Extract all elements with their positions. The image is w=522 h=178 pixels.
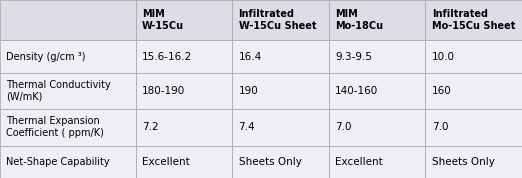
Text: Excellent: Excellent — [142, 157, 189, 167]
Bar — [329, 73, 425, 109]
Text: 140-160: 140-160 — [335, 86, 378, 96]
Text: 9.3-9.5: 9.3-9.5 — [335, 51, 372, 62]
Bar — [136, 0, 232, 40]
Bar — [425, 109, 522, 146]
Text: 15.6-16.2: 15.6-16.2 — [142, 51, 192, 62]
Bar — [329, 0, 425, 40]
Bar — [425, 40, 522, 73]
Bar — [136, 146, 232, 178]
Text: Infiltrated
Mo-15Cu Sheet: Infiltrated Mo-15Cu Sheet — [432, 9, 515, 31]
Bar — [425, 146, 522, 178]
Text: 160: 160 — [432, 86, 452, 96]
Bar — [425, 73, 522, 109]
Text: 10.0: 10.0 — [432, 51, 455, 62]
Text: 190: 190 — [239, 86, 258, 96]
Bar — [136, 40, 232, 73]
Text: Thermal Expansion
Coefficient ( ppm/K): Thermal Expansion Coefficient ( ppm/K) — [6, 116, 104, 138]
Bar — [232, 109, 329, 146]
Bar — [425, 0, 522, 40]
Text: Net-Shape Capability: Net-Shape Capability — [6, 157, 110, 167]
Text: Sheets Only: Sheets Only — [239, 157, 301, 167]
Text: MIM
Mo-18Cu: MIM Mo-18Cu — [335, 9, 383, 31]
Text: 16.4: 16.4 — [239, 51, 262, 62]
Text: 7.0: 7.0 — [432, 122, 448, 132]
Bar — [329, 146, 425, 178]
Text: Sheets Only: Sheets Only — [432, 157, 494, 167]
Bar — [0, 73, 136, 109]
Text: Excellent: Excellent — [335, 157, 383, 167]
Bar — [329, 109, 425, 146]
Bar — [232, 146, 329, 178]
Bar — [136, 73, 232, 109]
Bar — [232, 73, 329, 109]
Text: 7.0: 7.0 — [335, 122, 352, 132]
Text: Density (g/cm ³): Density (g/cm ³) — [6, 51, 86, 62]
Bar — [0, 146, 136, 178]
Text: 7.2: 7.2 — [142, 122, 159, 132]
Text: 180-190: 180-190 — [142, 86, 185, 96]
Bar — [232, 40, 329, 73]
Text: 7.4: 7.4 — [239, 122, 255, 132]
Text: Thermal Conductivity
(W/mK): Thermal Conductivity (W/mK) — [6, 80, 111, 102]
Text: Infiltrated
W-15Cu Sheet: Infiltrated W-15Cu Sheet — [239, 9, 316, 31]
Bar — [0, 40, 136, 73]
Bar — [232, 0, 329, 40]
Bar — [136, 109, 232, 146]
Bar — [329, 40, 425, 73]
Bar — [0, 109, 136, 146]
Text: MIM
W-15Cu: MIM W-15Cu — [142, 9, 184, 31]
Bar — [0, 0, 136, 40]
